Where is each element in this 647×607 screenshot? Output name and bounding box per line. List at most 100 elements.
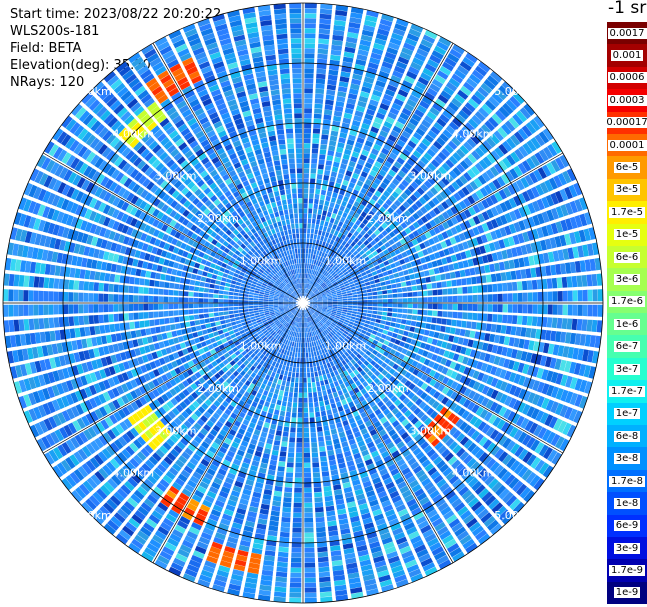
range-gate (546, 317, 553, 328)
range-gate (498, 406, 508, 417)
range-gate (324, 495, 333, 502)
range-gate (494, 262, 501, 272)
range-gate (374, 345, 381, 352)
range-gate (546, 370, 554, 382)
range-gate (347, 305, 353, 308)
range-gate (346, 139, 355, 146)
range-gate (312, 298, 318, 301)
range-gate (361, 286, 367, 291)
range-gate (441, 396, 449, 405)
range-gate (492, 294, 498, 302)
range-gate (391, 243, 398, 250)
range-gate (359, 39, 372, 47)
range-gate (372, 291, 378, 296)
range-gate (317, 48, 329, 55)
range-gate (470, 430, 480, 441)
range-gate (332, 309, 337, 312)
range-gate (429, 106, 440, 117)
range-gate (402, 148, 411, 157)
range-gate (457, 354, 465, 363)
range-gate (381, 256, 388, 262)
range-gate (368, 263, 374, 269)
range-gate (290, 572, 302, 578)
range-gate (423, 240, 431, 248)
range-gate (502, 304, 508, 313)
range-gate (309, 362, 313, 368)
range-gate (334, 203, 340, 210)
range-gate (513, 131, 525, 143)
range-gate (314, 282, 318, 287)
range-gate (422, 350, 429, 358)
range-gate (547, 304, 553, 315)
range-gate (303, 288, 305, 293)
range-gate (441, 318, 447, 325)
range-gate (445, 359, 452, 368)
range-gate (303, 362, 306, 368)
range-gate (573, 410, 583, 424)
range-gate (304, 462, 311, 468)
range-gate (360, 318, 366, 323)
range-gate (347, 93, 358, 100)
range-gate (356, 290, 362, 295)
range-gate (312, 239, 317, 245)
range-gate (345, 170, 353, 177)
range-gate (303, 372, 307, 378)
range-gate (319, 446, 326, 452)
range-gate (414, 244, 422, 252)
range-gate (484, 243, 491, 253)
range-gate (450, 226, 458, 235)
range-gate (307, 278, 310, 284)
range-gate (440, 357, 448, 366)
range-gate (453, 262, 460, 270)
range-gate (484, 184, 493, 195)
range-gate (295, 377, 299, 383)
range-gate (343, 321, 349, 326)
range-gate (495, 379, 503, 390)
range-gate (399, 152, 408, 161)
range-gate (315, 266, 319, 271)
range-gate (550, 401, 559, 414)
range-gate (322, 119, 331, 125)
range-gate (311, 296, 317, 299)
range-gate (314, 283, 319, 288)
range-gate (401, 314, 408, 319)
range-gate (410, 23, 424, 33)
range-gate (312, 281, 316, 286)
range-gate (334, 285, 340, 289)
range-gate (303, 158, 310, 164)
range-gate (366, 191, 373, 198)
range-gate (343, 112, 353, 120)
range-gate (489, 166, 500, 177)
range-gate (394, 351, 401, 358)
range-gate (397, 170, 406, 178)
range-gate (319, 400, 325, 407)
range-gate (573, 362, 582, 375)
range-gate (340, 184, 347, 191)
range-gate (491, 252, 499, 262)
range-gate (510, 443, 520, 455)
range-gate (448, 246, 455, 255)
range-gate (416, 380, 424, 388)
range-gate (412, 57, 424, 67)
range-gate (306, 362, 310, 368)
range-gate (567, 304, 573, 316)
range-gate (377, 299, 383, 303)
range-gate (290, 356, 295, 362)
range-gate (314, 244, 319, 250)
range-gate (274, 485, 283, 492)
range-gate (522, 231, 530, 243)
range-gate (354, 184, 362, 192)
range-gate (452, 353, 460, 362)
range-gate (321, 129, 330, 135)
range-gate (288, 366, 293, 372)
range-gate (442, 303, 448, 310)
range-gate (591, 350, 599, 364)
range-gate (276, 368, 281, 374)
range-gate (372, 339, 379, 345)
range-gate (308, 387, 312, 393)
range-gate (314, 98, 324, 104)
range-gate (429, 253, 436, 261)
range-gate (439, 190, 448, 200)
range-gate (413, 85, 425, 95)
range-gate (339, 317, 345, 321)
